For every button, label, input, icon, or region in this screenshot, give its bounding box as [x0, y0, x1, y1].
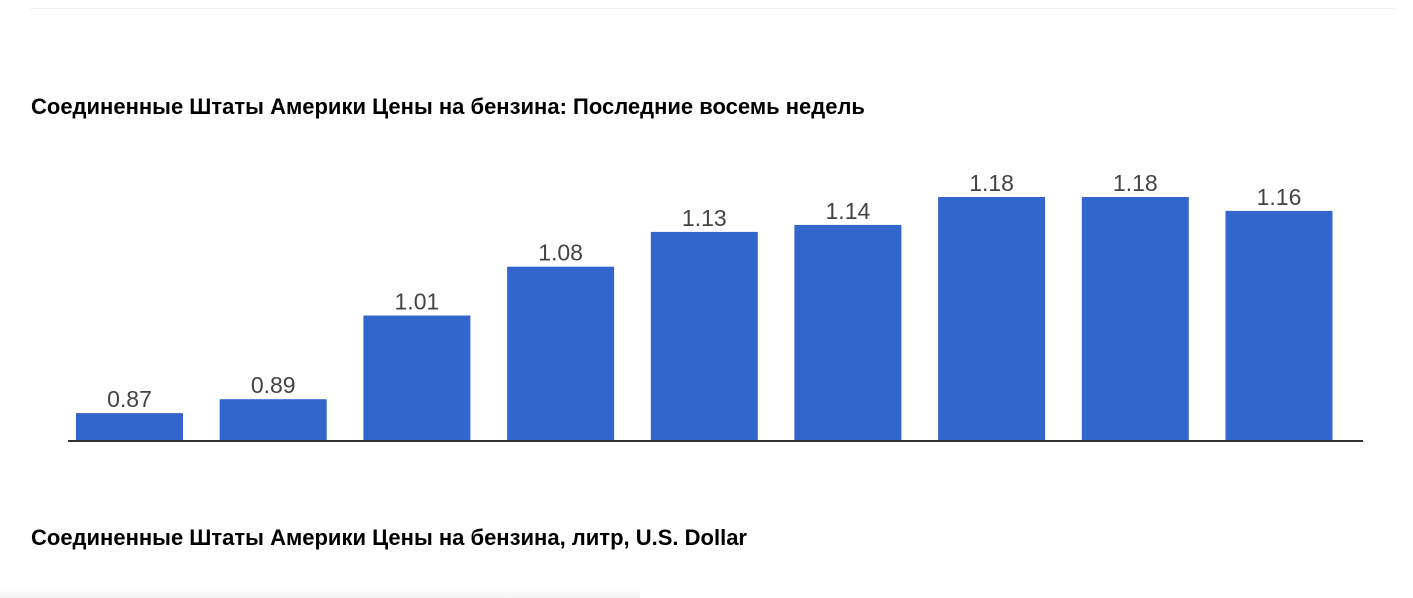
bar-5: [650, 231, 758, 441]
bar-value-label-1: 0.87: [107, 386, 152, 412]
bottom-shadow: [0, 588, 640, 598]
bar-value-label-3: 1.01: [395, 289, 440, 315]
bar-1: [76, 413, 183, 441]
bar-2: [219, 399, 327, 441]
bar-value-label-4: 1.08: [538, 240, 583, 266]
bar-4: [507, 266, 615, 441]
bar-3: [363, 315, 471, 441]
bar-7: [938, 197, 1046, 441]
top-divider: [30, 8, 1395, 9]
data-labels: 0.87 0.89 1.01 1.08 1.13 1.14 1.18 1.18 1.16: [107, 170, 1301, 412]
bar-value-label-5: 1.13: [682, 205, 727, 231]
bar-9: [1225, 210, 1333, 441]
bar-value-label-9: 1.16: [1257, 184, 1302, 210]
bar-value-label-8: 1.18: [1113, 170, 1158, 196]
bar-8: [1081, 197, 1189, 441]
section-title: Соединенные Штаты Америки Цены на бензин…: [31, 525, 747, 550]
bar-value-label-7: 1.18: [969, 170, 1014, 196]
chart-title: Соединенные Штаты Америки Цены на бензин…: [31, 94, 865, 119]
bar-6: [794, 224, 902, 441]
bars: [76, 197, 1333, 441]
bar-value-label-6: 1.14: [826, 198, 871, 224]
bar-value-label-2: 0.89: [251, 372, 296, 398]
